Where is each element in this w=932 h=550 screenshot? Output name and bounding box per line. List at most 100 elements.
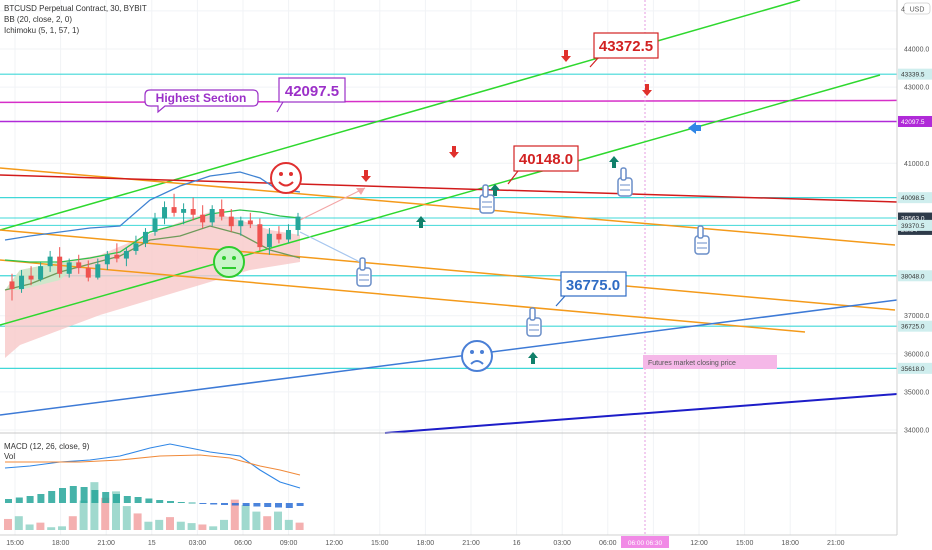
candle-body (219, 209, 225, 217)
price-tick-label: 41000.0 (904, 161, 929, 168)
time-axis[interactable]: 15:00 18:00 21:00 15 03:00 06:00 09:00 12:00 15:… (0, 534, 932, 550)
indicator-ichimoku: Ichimoku (5, 1, 57, 1) (4, 26, 79, 35)
face-eye (279, 172, 283, 176)
arrow-down-icon (561, 50, 571, 62)
candle-body (76, 262, 82, 269)
trend-line (0, 259, 806, 333)
volume-bar (144, 521, 153, 530)
hand-finger (697, 225, 704, 239)
time-tick-label: 09:00 (280, 540, 298, 547)
volume-bar (14, 516, 23, 530)
candle-body (19, 275, 25, 290)
price-axis-top-label: 4 (901, 7, 905, 14)
time-highlight (621, 536, 669, 548)
hand-finger (529, 307, 536, 321)
volume-bar (241, 505, 250, 530)
price-level-tag (898, 362, 932, 374)
volume-bar (263, 516, 272, 530)
time-tick-label: 12:00 (690, 540, 708, 547)
highest-section-callout[interactable]: Highest Section (144, 89, 259, 114)
macd-histogram-bar (26, 496, 34, 503)
arrow-shaft (612, 162, 616, 168)
price-40148-callout[interactable]: 40148.0 (507, 145, 579, 185)
volume-bar (198, 524, 207, 530)
chart-title: BTCUSD Perpetual Contract, 30, BYBIT (4, 4, 147, 13)
price-tick-label: 36000.0 (904, 351, 929, 358)
arrow-down-icon (642, 84, 652, 96)
price-42097-label: 42097.5 (285, 83, 339, 100)
price-40148-label: 40148.0 (519, 151, 573, 168)
candle-body (57, 256, 63, 274)
arrow-shaft (493, 190, 497, 196)
price-axis[interactable]: 45000.044000.043000.041000.037000.036000… (896, 0, 932, 535)
face-outline (461, 340, 493, 372)
trend-line (0, 299, 898, 416)
macd-histogram-bar (134, 497, 142, 503)
projection-arrow-up (356, 188, 365, 195)
candle-body (190, 209, 196, 215)
futures-note[interactable]: Futures market closing price (643, 355, 777, 369)
arrow-shaft (531, 358, 535, 364)
macd-histogram-bar (231, 503, 239, 506)
arrow-head (688, 122, 696, 134)
macd-histogram-bar (199, 503, 207, 504)
time-tick-label: 03:00 (189, 540, 207, 547)
arrow-head (449, 152, 459, 158)
arrow-head (490, 184, 500, 190)
face-eye (232, 256, 236, 260)
arrow-down-icon (449, 146, 459, 158)
macd-histogram-bar (123, 496, 131, 503)
candlesticks (9, 193, 301, 301)
price-level-tag-label: 36725.0 (901, 324, 925, 331)
price-43372-callout[interactable]: 43372.5 (589, 32, 659, 68)
volume-bar (4, 518, 12, 530)
time-tick-label: 15:00 (6, 540, 24, 547)
macd-histogram-bar (102, 492, 110, 503)
volume-bar (133, 513, 142, 530)
volume-bar (122, 506, 131, 530)
volume-bar (176, 521, 185, 530)
macd-histogram-bar (296, 503, 304, 506)
vol-label: Vol (4, 452, 15, 461)
hand-palm (617, 177, 633, 197)
price-36775-callout[interactable]: 36775.0 (555, 271, 627, 307)
candle-body (181, 209, 187, 213)
candle-body (152, 218, 158, 232)
volume-bar (155, 519, 164, 530)
volume-bar (166, 517, 174, 530)
arrow-shaft (695, 125, 701, 131)
arrow-up-icon (490, 184, 500, 196)
candle-body (9, 281, 15, 290)
price-42097-callout[interactable]: 42097.5 (276, 77, 346, 113)
currency-label: USD (910, 7, 925, 14)
face-eye (470, 350, 474, 354)
macd-histogram-bar (15, 497, 23, 503)
candle-body (285, 229, 291, 240)
macd-histogram-bar (285, 503, 293, 508)
trend-line (0, 174, 898, 203)
face-outline (213, 246, 245, 278)
volume-bar (274, 511, 282, 530)
candle-body (238, 220, 244, 227)
macd-histogram-bar (210, 503, 218, 505)
arrow-shaft (364, 170, 368, 176)
price-level-tag-label: 43339.5 (901, 72, 925, 79)
price-level-tag-label: 35618.0 (901, 366, 925, 373)
arrow-up-icon (528, 352, 538, 364)
volume-bar (79, 500, 88, 530)
price-43372-label: 43372.5 (599, 38, 653, 55)
volume-bar (230, 499, 239, 530)
currency-badge[interactable]: USD (903, 2, 931, 15)
hand-palm (479, 194, 495, 214)
arrow-head (609, 156, 619, 162)
price-level-tag (898, 270, 932, 282)
volume-bar (36, 522, 45, 530)
price-level-tag (898, 68, 932, 80)
arrow-head (561, 56, 571, 62)
tenkan-line (4, 209, 301, 263)
time-highlight-label: 06:00 06:30 (628, 540, 663, 547)
price-level-tag (898, 212, 932, 224)
happy-face-icon (270, 162, 302, 194)
price-level-tag (898, 115, 932, 127)
